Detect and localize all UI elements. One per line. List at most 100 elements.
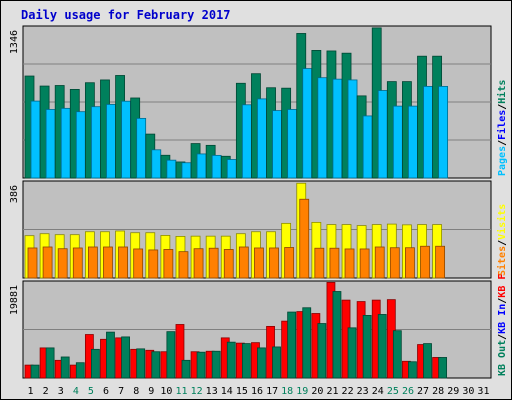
x-tick-label-3: 3 [58,386,64,397]
x-tick-label-24: 24 [372,386,384,397]
bar-pages-day-26 [408,105,418,179]
bar-kb-f-day-11 [175,324,185,379]
bar-pages-day-1 [30,100,41,179]
legend-item-hits: Hits [496,80,508,104]
bar-sites-day-26 [405,247,415,279]
x-tick-label-12: 12 [191,386,203,397]
bar-sites-day-23 [359,248,370,279]
x-tick-label-27: 27 [417,386,429,397]
bar-pages-day-13 [211,154,222,179]
bar-pages-day-11 [181,162,192,179]
bar-kb-out-day-15 [241,343,251,379]
x-tick-label-1: 1 [28,386,34,397]
bar-sites-day-6 [103,246,113,279]
bar-pages-day-20 [317,77,328,179]
bar-pages-day-5 [90,106,101,179]
bar-pages-day-2 [45,109,56,179]
bar-pages-day-19 [302,68,313,179]
bar-kb-out-day-9 [151,351,161,379]
bar-sites-day-22 [344,248,355,279]
bar-kb-out-day-10 [166,331,176,379]
bar-pages-day-8 [136,117,147,179]
x-tick-label-26: 26 [402,386,414,397]
bar-kb-out-day-28 [438,357,448,379]
x-tick-label-15: 15 [236,386,248,397]
bar-kb-out-day-16 [257,347,266,379]
bar-pages-day-10 [166,159,177,179]
x-tick-label-17: 17 [266,386,278,397]
bar-pages-day-25 [392,105,403,179]
x-tick-label-6: 6 [103,386,109,397]
x-tick-label-22: 22 [342,386,354,397]
x-tick-label-13: 13 [206,386,218,397]
bar-sites-day-4 [72,247,83,279]
bar-sites-day-13 [208,247,219,279]
y-max-label-1: 1346 [9,30,20,54]
x-tick-label-31: 31 [477,386,489,397]
x-tick-label-5: 5 [88,386,94,397]
legend-separator: / [497,240,508,246]
x-tick-label-18: 18 [281,386,293,397]
legend-separator: / [497,104,508,110]
bar-sites-day-24 [374,246,385,279]
bar-sites-day-19 [299,198,310,279]
bar-kb-out-day-18 [287,311,297,379]
bar-pages-day-17 [272,110,282,179]
bar-kb-out-day-14 [226,341,236,379]
bar-sites-day-10 [163,249,174,279]
legend-separator: / [497,334,508,340]
x-tick-label-21: 21 [326,386,338,397]
bar-kb-out-day-25 [392,330,402,379]
bar-kb-out-day-6 [106,331,115,379]
bar-kb-out-day-1 [30,364,40,379]
bar-kb-out-day-11 [181,359,191,379]
legend-3: KB Out/KB In/KB F [497,274,508,376]
legend-item-kb-f: KB F [497,274,508,298]
bar-sites-day-14 [223,249,234,279]
bar-sites-day-18 [284,247,295,279]
bar-sites-day-16 [254,247,264,279]
bar-sites-day-5 [87,246,98,279]
x-tick-label-25: 25 [387,386,399,397]
x-tick-label-19: 19 [296,386,308,397]
x-tick-label-16: 16 [251,386,263,397]
bar-sites-day-9 [148,249,159,279]
bar-sites-day-25 [389,247,400,279]
legend-item-pages: Pages [497,146,508,176]
bar-sites-day-3 [57,248,68,279]
bar-pages-day-4 [75,111,86,179]
bar-kb-out-day-8 [136,348,146,379]
legend-1: Pages/Files/Hits [496,80,508,176]
bar-kb-out-day-5 [90,348,100,379]
bar-kb-out-day-17 [272,346,281,379]
bar-kb-out-day-7 [121,336,130,379]
bar-sites-day-11 [178,251,189,279]
bar-sites-day-8 [133,248,144,279]
bar-kb-out-day-3 [60,356,70,379]
x-tick-label-20: 20 [311,386,323,397]
bar-sites-day-27 [420,245,430,279]
bar-pages-day-9 [151,149,162,179]
y-max-label-3: 19881 [9,285,20,315]
legend-item-kb-in: KB In [497,304,508,334]
bar-kb-out-day-13 [211,350,221,379]
bar-sites-day-2 [42,246,53,279]
bar-pages-day-21 [332,78,343,179]
legend-item-kb-out: KB Out [497,340,508,376]
legend-item-sites: Sites [496,246,508,276]
bar-kb-out-day-26 [408,361,417,379]
bar-pages-day-18 [287,109,298,179]
chart-title: Daily usage for February 2017 [21,8,231,22]
bar-pages-day-16 [257,98,267,179]
bar-pages-day-23 [362,115,373,179]
bar-pages-day-27 [423,85,433,179]
bar-kb-out-day-4 [75,362,85,379]
x-tick-label-8: 8 [133,386,139,397]
x-tick-label-23: 23 [357,386,369,397]
bar-sites-day-7 [118,246,128,279]
bar-sites-day-21 [329,247,340,279]
bar-kb-out-day-23 [362,315,372,379]
bar-sites-day-20 [314,247,325,279]
bar-pages-day-7 [121,100,131,179]
